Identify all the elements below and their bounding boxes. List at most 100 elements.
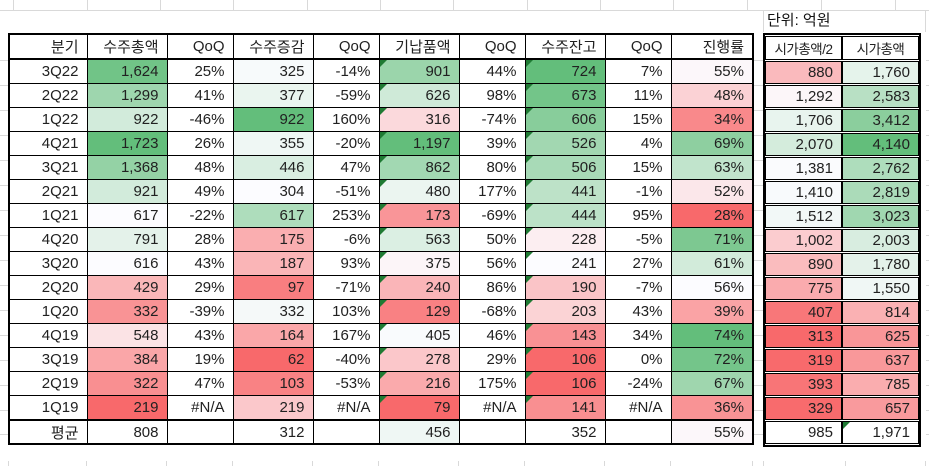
- cell[interactable]: 43%: [604, 299, 672, 324]
- cell[interactable]: 164: [232, 323, 314, 348]
- cell[interactable]: 69%: [670, 131, 754, 156]
- cell[interactable]: 93%: [312, 251, 380, 276]
- cell[interactable]: 1,550: [842, 277, 919, 300]
- cell[interactable]: 278: [378, 347, 460, 372]
- cell[interactable]: 79: [378, 395, 460, 421]
- cell[interactable]: 617: [86, 203, 168, 228]
- cell[interactable]: 862: [378, 155, 460, 180]
- cell[interactable]: 143: [524, 323, 606, 348]
- cell[interactable]: -69%: [458, 203, 526, 228]
- cell[interactable]: 1,292: [765, 85, 842, 108]
- cell[interactable]: 219: [232, 395, 314, 421]
- cell[interactable]: 616: [86, 251, 168, 276]
- cell[interactable]: 34%: [604, 323, 672, 348]
- cell[interactable]: 46%: [458, 323, 526, 348]
- cell[interactable]: 97: [232, 275, 314, 300]
- cell[interactable]: [604, 419, 672, 445]
- cell[interactable]: 637: [842, 349, 919, 372]
- cell[interactable]: 55%: [670, 419, 754, 445]
- cell[interactable]: #N/A: [604, 395, 672, 421]
- cell[interactable]: 1,197: [378, 131, 460, 156]
- cell[interactable]: #N/A: [166, 395, 234, 421]
- cell[interactable]: [166, 419, 234, 445]
- cell[interactable]: 901: [378, 58, 460, 84]
- cell[interactable]: 15%: [604, 107, 672, 132]
- cell[interactable]: 80%: [458, 155, 526, 180]
- cell[interactable]: 98%: [458, 83, 526, 108]
- cell[interactable]: 2Q21: [8, 179, 88, 204]
- cell[interactable]: 2,070: [765, 133, 842, 156]
- cell[interactable]: #N/A: [312, 395, 380, 421]
- cell[interactable]: #N/A: [458, 395, 526, 421]
- cell[interactable]: 407: [765, 301, 842, 324]
- cell[interactable]: 393: [765, 373, 842, 396]
- cell[interactable]: [458, 419, 526, 445]
- header-cell[interactable]: 진행률: [670, 33, 754, 60]
- cell[interactable]: -5%: [604, 227, 672, 252]
- cell[interactable]: 526: [524, 131, 606, 156]
- cell[interactable]: 190: [524, 275, 606, 300]
- cell[interactable]: 1Q20: [8, 299, 88, 324]
- cell[interactable]: 177%: [458, 179, 526, 204]
- cell[interactable]: 3,412: [842, 109, 919, 132]
- cell[interactable]: 47%: [312, 155, 380, 180]
- cell[interactable]: 39%: [458, 131, 526, 156]
- cell[interactable]: 2Q20: [8, 275, 88, 300]
- header-cell[interactable]: 시가총액: [842, 36, 919, 60]
- cell[interactable]: 1Q19: [8, 395, 88, 421]
- cell[interactable]: 74%: [670, 323, 754, 348]
- cell[interactable]: 241: [524, 251, 606, 276]
- cell[interactable]: 39%: [670, 299, 754, 324]
- cell[interactable]: 377: [232, 83, 314, 108]
- cell[interactable]: 921: [86, 179, 168, 204]
- cell[interactable]: 2,762: [842, 157, 919, 180]
- header-cell[interactable]: QoQ: [312, 33, 380, 60]
- cell[interactable]: 332: [86, 299, 168, 324]
- cell[interactable]: -51%: [312, 179, 380, 204]
- cell[interactable]: 352: [524, 419, 606, 445]
- cell[interactable]: 29%: [458, 347, 526, 372]
- cell[interactable]: -24%: [604, 371, 672, 396]
- cell[interactable]: 1,002: [765, 229, 842, 252]
- cell[interactable]: 50%: [458, 227, 526, 252]
- cell[interactable]: 49%: [166, 179, 234, 204]
- cell[interactable]: 312: [232, 419, 314, 445]
- cell[interactable]: 7%: [604, 58, 672, 84]
- cell[interactable]: 26%: [166, 131, 234, 156]
- cell[interactable]: 240: [378, 275, 460, 300]
- cell[interactable]: 985: [765, 421, 842, 444]
- cell[interactable]: 313: [765, 325, 842, 348]
- cell[interactable]: 2,819: [842, 181, 919, 204]
- cell[interactable]: 4,140: [842, 133, 919, 156]
- header-cell[interactable]: QoQ: [458, 33, 526, 60]
- cell[interactable]: 28%: [166, 227, 234, 252]
- cell[interactable]: 25%: [166, 58, 234, 84]
- cell[interactable]: 1,410: [765, 181, 842, 204]
- cell[interactable]: 27%: [604, 251, 672, 276]
- cell[interactable]: -1%: [604, 179, 672, 204]
- cell[interactable]: 175: [232, 227, 314, 252]
- cell[interactable]: 28%: [670, 203, 754, 228]
- cell[interactable]: -68%: [458, 299, 526, 324]
- cell[interactable]: 506: [524, 155, 606, 180]
- cell[interactable]: 63%: [670, 155, 754, 180]
- cell[interactable]: 103: [232, 371, 314, 396]
- cell[interactable]: -22%: [166, 203, 234, 228]
- cell[interactable]: 456: [378, 419, 460, 445]
- cell[interactable]: 2Q22: [8, 83, 88, 108]
- cell[interactable]: -71%: [312, 275, 380, 300]
- cell[interactable]: 1,706: [765, 109, 842, 132]
- cell[interactable]: 187: [232, 251, 314, 276]
- cell[interactable]: 1,624: [86, 58, 168, 84]
- cell[interactable]: 95%: [604, 203, 672, 228]
- cell[interactable]: 48%: [670, 83, 754, 108]
- cell[interactable]: 2,003: [842, 229, 919, 252]
- cell[interactable]: -40%: [312, 347, 380, 372]
- cell[interactable]: 1,512: [765, 205, 842, 228]
- cell[interactable]: 228: [524, 227, 606, 252]
- cell[interactable]: 1,723: [86, 131, 168, 156]
- cell[interactable]: 106: [524, 371, 606, 396]
- cell[interactable]: 785: [842, 373, 919, 396]
- header-cell[interactable]: 기납품액: [378, 33, 460, 60]
- cell[interactable]: 1,381: [765, 157, 842, 180]
